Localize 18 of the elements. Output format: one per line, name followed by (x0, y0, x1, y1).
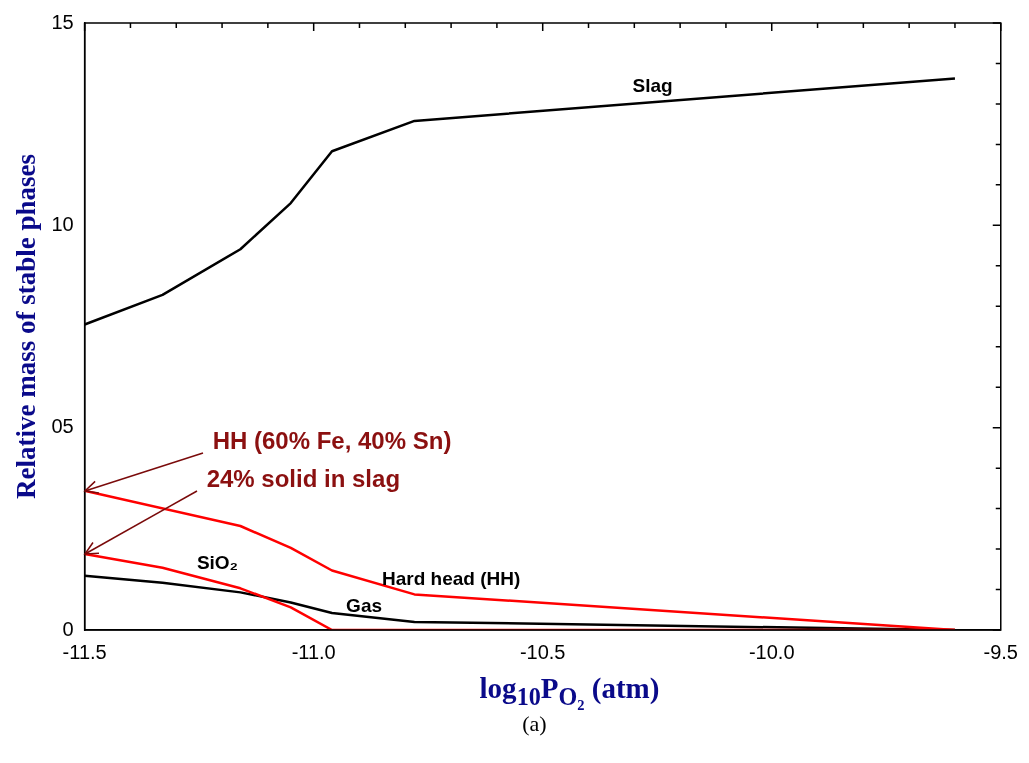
series-label: Gas (346, 594, 383, 616)
x-axis-title: log$_{10}$P$_{O₂}$ (atm) (478, 672, 661, 711)
x-tick-label: -11.5 (62, 640, 107, 663)
annotation: HH (60% Fe, 40% Sn) (212, 426, 452, 455)
x-tick-label: -11.0 (291, 640, 336, 663)
y-tick-label: 15 (51, 10, 74, 33)
y-axis-title: Relative mass of stable phases (11, 154, 42, 499)
y-tick-label: 10 (51, 212, 74, 235)
y-tick-label: 05 (51, 415, 74, 438)
x-tick-label: -9.5 (983, 640, 1018, 663)
x-tick-label: -10.5 (519, 640, 566, 663)
series-label: Hard head (HH) (381, 568, 521, 590)
x-tick-label: -10.0 (748, 640, 795, 663)
series-label: SiO₂ (196, 552, 239, 574)
y-tick-label: 0 (62, 617, 74, 640)
series-label: Slag (632, 74, 673, 96)
annotation: 24% solid in slag (206, 464, 401, 493)
text: (a) (521, 710, 548, 737)
